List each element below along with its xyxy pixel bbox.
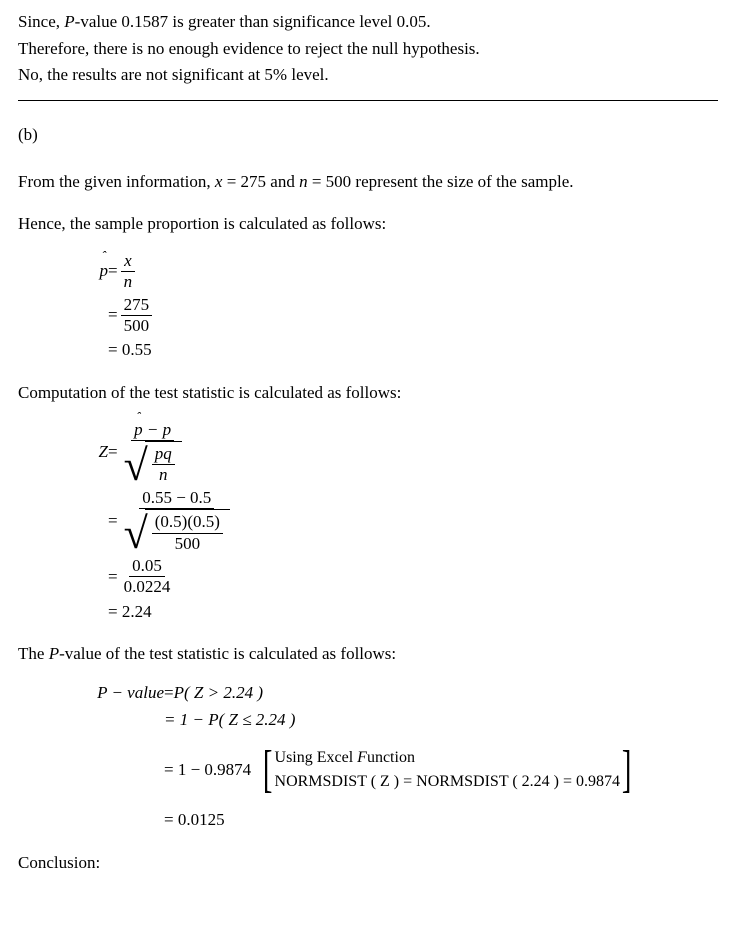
phat-num-x: x (121, 251, 135, 272)
intro-line-1-rest: -value 0.1587 is greater than significan… (75, 12, 431, 31)
conclusion-heading: Conclusion: (18, 851, 718, 876)
sample-proportion-text: Hence, the sample proportion is calculat… (18, 212, 718, 237)
phat-num-275: 275 (121, 295, 153, 316)
z-num-1: ˆ p − p (131, 420, 174, 441)
test-statistic-text: Computation of the test statistic is cal… (18, 381, 718, 406)
pvalue-derivation: P − value = P( Z > 2.24 ) = 1 − P( Z ≤ 2… (78, 681, 718, 833)
z-num-3: 0.05 (129, 556, 165, 577)
phat-den-n: n (121, 272, 136, 292)
z-num-2: 0.55 − 0.5 (139, 488, 214, 509)
z-den-3: 0.0224 (121, 577, 174, 597)
pvalue-result: = 0.0125 (164, 808, 225, 833)
and-text: and (266, 172, 299, 191)
given-info: From the given information, x = 275 and … (18, 170, 718, 195)
given-suffix: represent the size of the sample. (351, 172, 573, 191)
equals-sign: = (108, 565, 118, 590)
z-den-top: (0.5)(0.5) (152, 512, 223, 533)
right-bracket-icon: ] (622, 744, 632, 796)
pvalue-text: The P-value of the test statistic is cal… (18, 642, 718, 667)
n-var: n (299, 172, 308, 191)
intro-line-2: Therefore, there is no enough evidence t… (18, 37, 718, 62)
section-b-label: (b) (18, 123, 718, 148)
z-result: = 2.24 (108, 600, 152, 625)
z-den-1: √ pq n (121, 441, 185, 486)
divider (18, 100, 718, 101)
given-prefix: From the given information, (18, 172, 215, 191)
z-den-bot: 500 (172, 534, 204, 554)
equals-sign: = (108, 509, 118, 534)
x-eq: = 275 (222, 172, 266, 191)
left-bracket-icon: [ (263, 744, 273, 796)
phat-den-500: 500 (121, 316, 153, 336)
intro-line-1: Since, P-value 0.1587 is greater than si… (18, 10, 718, 35)
pval-text-prefix: The (18, 644, 49, 663)
equals-sign: = (164, 681, 174, 706)
pvalue-r3-lhs: = 1 − 0.9874 (164, 758, 251, 783)
p-var: P (64, 12, 74, 31)
n-eq: = 500 (308, 172, 352, 191)
phat-derivation: ˆ p = x n = 275 500 = 0.55 (78, 251, 718, 363)
phat-lhs: ˆ p (78, 259, 108, 284)
excel-note-bracket: [ Using Excel Function NORMSDIST ( Z ) =… (265, 744, 629, 796)
phat-p: p (100, 261, 109, 280)
hat-symbol: ˆ (102, 249, 106, 262)
z-derivation: Z = ˆ p − p √ pq n (78, 420, 718, 625)
n: n (156, 465, 171, 485)
excel-l1-post: unction (367, 749, 415, 766)
equals-sign: = (108, 440, 118, 465)
excel-note-line2: NORMSDIST ( Z ) = NORMSDIST ( 2.24 ) = 0… (275, 770, 620, 794)
excel-l1-pre: Using Excel (275, 749, 358, 766)
pvalue-lhs: P − value (78, 681, 164, 706)
pval-text-rest: -value of the test statistic is calculat… (59, 644, 396, 663)
z-frac-2: 0.55 − 0.5 √ (0.5)(0.5) 500 (121, 488, 233, 554)
excel-l1-var: F (357, 749, 367, 766)
minus-p: − p (143, 420, 171, 439)
phat-result: = 0.55 (108, 338, 152, 363)
pvalue-r2: = 1 − P( Z ≤ 2.24 ) (164, 708, 295, 733)
equals-sign: = (108, 303, 118, 328)
intro-line-3: No, the results are not significant at 5… (18, 63, 718, 88)
z-label: Z (78, 440, 108, 465)
intro-line-1-prefix: Since, (18, 12, 64, 31)
phat-frac-xn: x n (121, 251, 136, 293)
phat-frac-nums: 275 500 (121, 295, 153, 337)
hat-symbol: ˆ (136, 410, 140, 423)
p-var: P (49, 644, 59, 663)
z-den-2: √ (0.5)(0.5) 500 (121, 509, 233, 554)
pq: pq (152, 444, 175, 465)
excel-note-line1: Using Excel Function (275, 746, 620, 770)
z-frac-1: ˆ p − p √ pq n (121, 420, 185, 486)
z-frac-3: 0.05 0.0224 (121, 556, 174, 598)
pvalue-r1: P( Z > 2.24 ) (174, 681, 263, 706)
equals-sign: = (108, 259, 118, 284)
